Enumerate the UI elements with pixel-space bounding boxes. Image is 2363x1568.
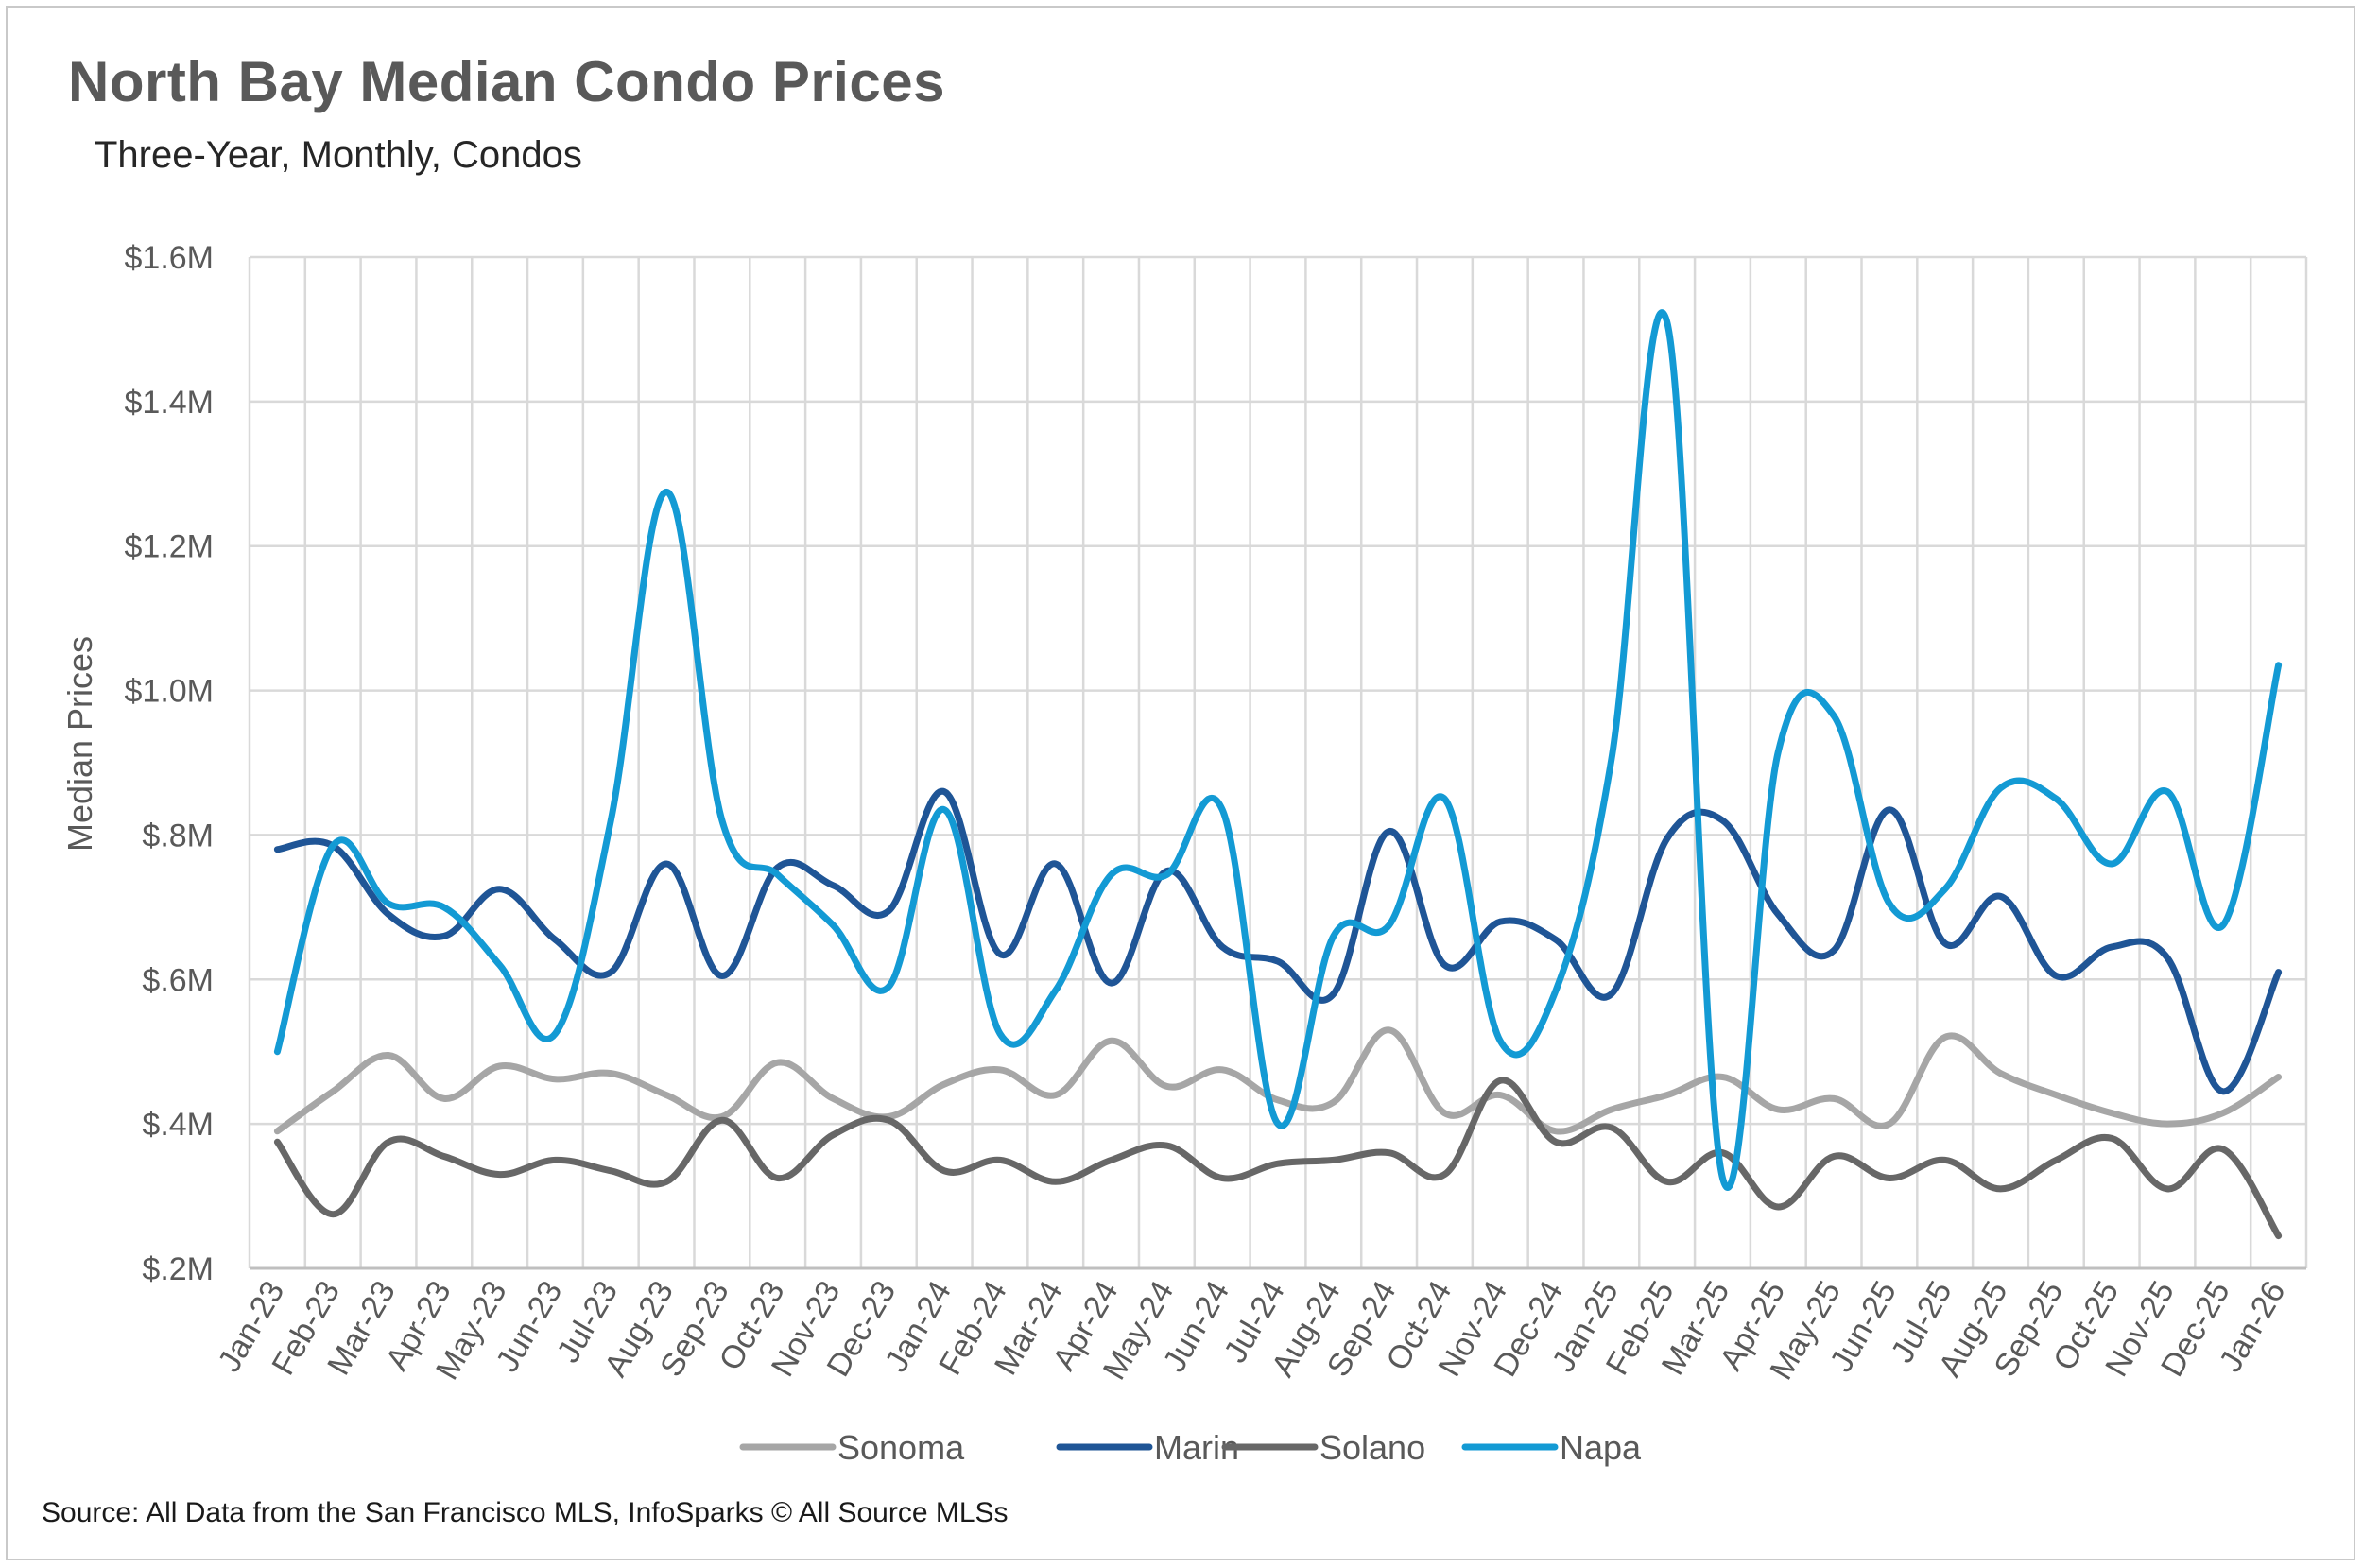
chart-title: North Bay Median Condo Prices <box>68 50 945 113</box>
chart-frame <box>6 6 2355 1560</box>
source-note: Source: All Data from the San Francisco … <box>42 1497 1009 1528</box>
series-line-marin <box>273 788 2283 1095</box>
y-tick-label: $1.2M <box>125 529 215 565</box>
x-axis-ticks: Jan-23Feb-23Mar-23Apr-23May-23Jun-23Jul-… <box>211 1275 2292 1386</box>
legend-label-sonoma: Sonoma <box>837 1428 965 1467</box>
series-lines <box>273 309 2283 1240</box>
series-line-solano <box>273 1077 2283 1240</box>
y-tick-label: $1.6M <box>125 240 215 276</box>
series-line-sonoma <box>273 1026 2283 1135</box>
y-axis-title: Median Prices <box>60 636 99 852</box>
y-axis-ticks: $.2M $.4M $.6M $.8M $1.0M $1.2M $1.4M $1.6M <box>125 240 215 1287</box>
series-line-napa <box>273 309 2283 1191</box>
legend-label-napa: Napa <box>1560 1428 1642 1467</box>
chart-subtitle: Three-Year, Monthly, Condos <box>95 134 582 176</box>
legend-label-solano: Solano <box>1319 1428 1425 1467</box>
y-tick-label: $.2M <box>142 1251 214 1287</box>
y-tick-label: $1.0M <box>125 674 215 710</box>
y-tick-label: $1.4M <box>125 385 215 421</box>
y-tick-label: $.4M <box>142 1107 214 1143</box>
legend: Sonoma Marin Solano Napa <box>739 1428 1642 1467</box>
y-tick-label: $.8M <box>142 818 214 853</box>
gridlines <box>248 255 2308 1270</box>
y-tick-label: $.6M <box>142 962 214 998</box>
